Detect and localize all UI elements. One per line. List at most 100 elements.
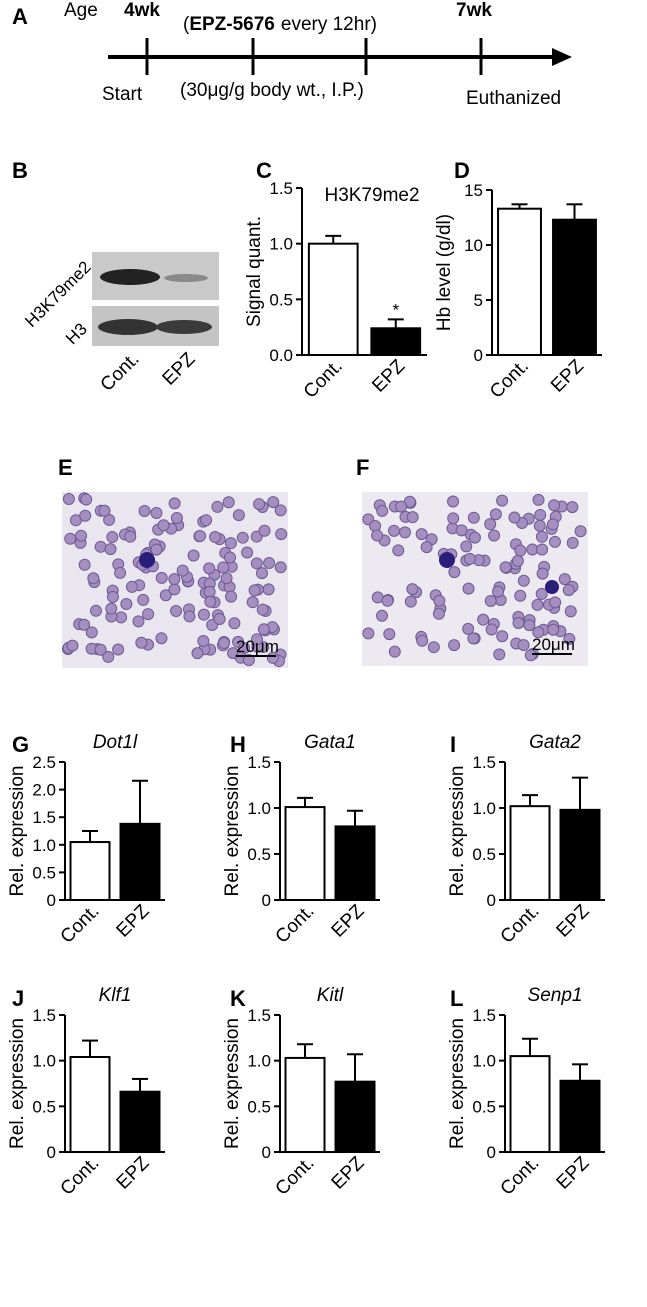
panel-letter: A	[12, 4, 28, 29]
cell	[566, 501, 579, 514]
x-tick-label: Cont.	[300, 356, 347, 403]
y-tick-label: 0.5	[247, 1097, 271, 1116]
cell	[395, 500, 408, 513]
cell	[102, 650, 115, 663]
cell	[224, 551, 237, 564]
y-axis-label: Signal quant.	[244, 216, 265, 327]
cell	[80, 493, 93, 506]
chart-title: Kitl	[317, 985, 344, 1006]
y-tick-label: 1.5	[472, 753, 496, 772]
chart-title: Gata1	[304, 732, 356, 753]
cell	[455, 524, 468, 537]
cell	[104, 543, 117, 556]
bar	[370, 327, 422, 356]
y-tick-label: 0	[262, 1143, 271, 1162]
cell	[369, 519, 382, 532]
blot-row-label: H3K79me2	[21, 257, 95, 331]
y-tick-label: 15	[464, 181, 483, 200]
cell	[98, 504, 111, 517]
x-tick-label: Cont.	[497, 1153, 544, 1200]
micrograph	[362, 492, 588, 666]
cell	[496, 630, 509, 643]
y-tick-label: 1.5	[269, 179, 293, 198]
cell	[106, 590, 119, 603]
x-tick-label: EPZ	[113, 900, 154, 941]
cell	[248, 584, 261, 597]
blot-lane-label: EPZ	[159, 348, 200, 389]
cell	[447, 495, 460, 508]
cell	[536, 543, 549, 556]
cell	[514, 589, 527, 602]
cell	[558, 573, 571, 586]
cell	[404, 595, 417, 608]
cell	[524, 649, 537, 662]
nucleated-cell	[545, 580, 559, 594]
end-age: 7wk	[456, 0, 492, 21]
panel-letter: I	[450, 732, 456, 757]
y-tick-label: 10	[464, 236, 483, 255]
cell	[492, 585, 505, 598]
cell	[258, 524, 271, 537]
y-tick-label: 0	[47, 1143, 56, 1162]
bar	[119, 1090, 161, 1153]
cell	[94, 540, 107, 553]
panel-letter: D	[454, 158, 470, 183]
cell	[427, 641, 440, 654]
bar	[69, 1056, 111, 1153]
y-tick-label: 0.5	[32, 1097, 56, 1116]
y-tick-label: 2.0	[32, 781, 56, 800]
cell	[462, 582, 475, 595]
x-tick-label: EPZ	[113, 1152, 154, 1193]
cell	[213, 613, 226, 626]
y-tick-label: 0	[487, 891, 496, 910]
panel-letter: E	[58, 455, 73, 480]
cell	[467, 632, 480, 645]
cell	[257, 623, 270, 636]
cell	[488, 529, 501, 542]
y-tick-label: 0	[474, 346, 483, 365]
cell	[203, 585, 216, 598]
start-age: 4wk	[124, 0, 160, 21]
x-tick-label: Cont.	[272, 1153, 319, 1200]
cell	[463, 552, 476, 565]
cell	[499, 561, 512, 574]
cell	[241, 546, 254, 559]
cell	[159, 589, 172, 602]
cell	[514, 544, 527, 557]
chart-title: Dot1l	[93, 732, 138, 753]
cell	[62, 493, 75, 506]
start-label: Start	[102, 84, 143, 105]
y-tick-label: 5	[474, 291, 483, 310]
cell	[132, 615, 145, 628]
cell	[546, 518, 559, 531]
y-tick-label: 1.0	[472, 799, 496, 818]
cell	[496, 494, 509, 507]
panel-letter: J	[12, 986, 24, 1011]
x-tick-label: Cont.	[272, 901, 319, 948]
cell	[562, 584, 575, 597]
cell	[371, 529, 384, 542]
cell	[142, 608, 155, 621]
cell	[548, 535, 561, 548]
x-tick-label: EPZ	[368, 355, 409, 396]
x-tick-label: EPZ	[547, 355, 588, 396]
cell	[79, 509, 92, 522]
cell	[420, 541, 433, 554]
scale-bar-label: 20μm	[532, 635, 575, 654]
cell	[224, 537, 237, 550]
y-tick-label: 1.5	[247, 1006, 271, 1025]
cell	[415, 528, 428, 541]
x-tick-label: Cont.	[497, 901, 544, 948]
y-tick-label: 1.0	[472, 1052, 496, 1071]
cell	[532, 626, 545, 639]
cell	[406, 583, 419, 596]
bar	[284, 806, 326, 902]
cell	[485, 623, 498, 636]
cell	[416, 634, 429, 647]
cell	[66, 639, 79, 652]
cell	[89, 604, 102, 617]
cell	[383, 628, 396, 641]
bar	[119, 822, 161, 901]
cell	[392, 544, 405, 557]
bar	[509, 1055, 551, 1153]
